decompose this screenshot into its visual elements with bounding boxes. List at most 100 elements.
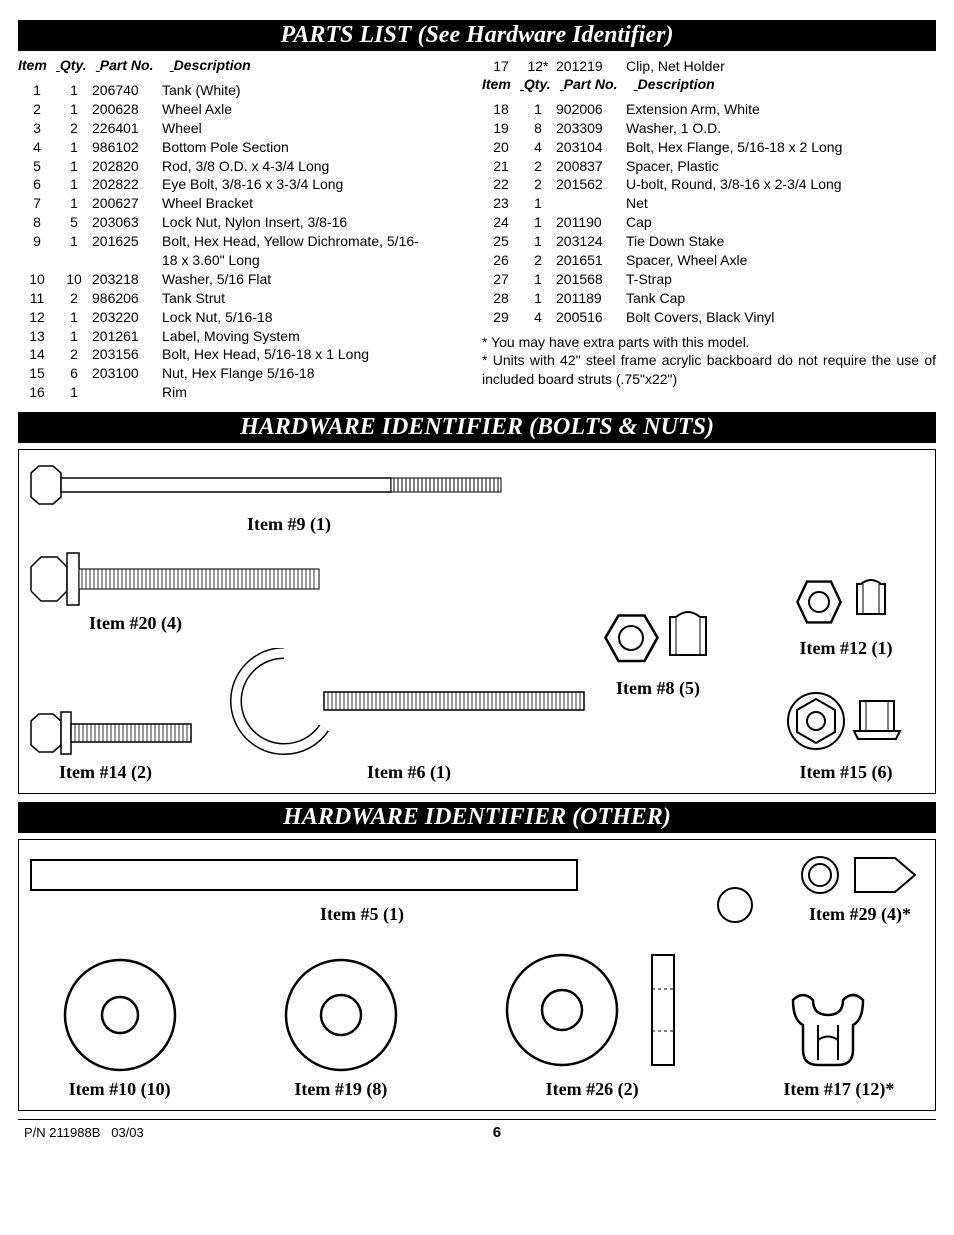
table-row: 271201568T-Strap — [482, 270, 936, 289]
cell-qty: 1 — [520, 213, 556, 232]
cell-qty: 2 — [520, 157, 556, 176]
cell-qty: 1 — [56, 138, 92, 157]
circle-icon — [715, 885, 775, 925]
cell-qty: 1 — [520, 100, 556, 119]
cell-qty: 1 — [520, 232, 556, 251]
table-row: 11206740Tank (White) — [18, 81, 472, 100]
table-row: 112986206Tank Strut — [18, 289, 472, 308]
cell-desc: Spacer, Wheel Axle — [626, 251, 747, 270]
hdr-part: Part No. — [564, 76, 634, 92]
table-row: 85203063Lock Nut, Nylon Insert, 3/8-16 — [18, 213, 472, 232]
cell-part: 201568 — [556, 270, 626, 289]
cell-desc: Tank (White) — [162, 81, 241, 100]
cell-desc: Cap — [626, 213, 652, 232]
washer-icon — [281, 955, 401, 1075]
cell-part: 226401 — [92, 119, 162, 138]
cell-item: 22 — [482, 175, 520, 194]
flange-bolt-icon — [29, 549, 329, 609]
hw-label: Item #8 (5) — [588, 678, 728, 699]
table-row: 1010203218Washer, 5/16 Flat — [18, 270, 472, 289]
hw-item-5: Item #5 (1) — [29, 850, 695, 925]
hw-label: Item #26 (2) — [502, 1079, 682, 1100]
cell-desc: Net — [626, 194, 648, 213]
table-row: 32226401Wheel — [18, 119, 472, 138]
parts-left-column: Item Qty. Part No. Description 11206740T… — [18, 57, 472, 402]
table-row: 91201625Bolt, Hex Head, Yellow Dichromat… — [18, 232, 472, 270]
cell-part: 201562 — [556, 175, 626, 194]
cell-desc: Spacer, Plastic — [626, 157, 719, 176]
cell-desc: Washer, 5/16 Flat — [162, 270, 271, 289]
cell-desc: Bolt, Hex Flange, 5/16-18 x 2 Long — [626, 138, 842, 157]
hdr-qty: Qty. — [524, 76, 560, 92]
table-row: 241201190Cap — [482, 213, 936, 232]
rod-icon — [29, 850, 579, 900]
cell-item: 25 — [482, 232, 520, 251]
hw-label: Item #15 (6) — [776, 762, 916, 783]
cell-qty: 1 — [56, 100, 92, 119]
spacer-icon — [502, 945, 682, 1075]
cell-qty: 2 — [56, 119, 92, 138]
lock-nut-icon — [588, 599, 728, 674]
page-number: 6 — [64, 1124, 930, 1141]
cell-desc: Bolt Covers, Black Vinyl — [626, 308, 774, 327]
cell-qty: 1 — [56, 232, 92, 251]
cell-qty: 4 — [520, 138, 556, 157]
cell-qty: 1 — [56, 308, 92, 327]
cell-qty: 1 — [520, 194, 556, 213]
hw-label: Item #20 (4) — [89, 613, 549, 634]
cell-qty: 1 — [56, 157, 92, 176]
bolt-cover-icon — [795, 850, 925, 900]
hw-label: Item #10 (10) — [60, 1079, 180, 1100]
cell-part: 203156 — [92, 345, 162, 364]
cell-item: 20 — [482, 138, 520, 157]
hdr-part: Part No. — [100, 57, 170, 73]
cell-item: 14 — [18, 345, 56, 364]
cell-desc: Tank Strut — [162, 289, 225, 308]
hw-item-20: Item #20 (4) — [29, 549, 549, 634]
hw-item-9: Item #9 (1) — [29, 460, 549, 535]
hw-item-6: Item #6 (1) — [229, 648, 589, 783]
hw-label: Item #12 (1) — [781, 638, 911, 659]
hw-other-box: Item #5 (1) Item #29 (4)* — [18, 839, 936, 1111]
hw-item-12: Item #12 (1) — [781, 564, 911, 659]
column-header-right: Item Qty. Part No. Description — [482, 76, 936, 92]
parts-right-column: 1712*201219Clip, Net Holder Item Qty. Pa… — [482, 57, 936, 402]
cell-desc: Tank Cap — [626, 289, 685, 308]
cell-item: 15 — [18, 364, 56, 383]
table-row: 21200628Wheel Axle — [18, 100, 472, 119]
cell-qty: 2 — [520, 175, 556, 194]
cell-qty: 2 — [56, 345, 92, 364]
cell-part: 986102 — [92, 138, 162, 157]
cell-desc: T-Strap — [626, 270, 672, 289]
table-row: 251203124Tie Down Stake — [482, 232, 936, 251]
cell-desc: Bottom Pole Section — [162, 138, 289, 157]
hw-item-8: Item #8 (5) — [588, 599, 728, 699]
cell-desc: Wheel Axle — [162, 100, 232, 119]
cell-part: 203220 — [92, 308, 162, 327]
hw-label: Item #9 (1) — [29, 514, 549, 535]
note-2: * Units with 42" steel frame acrylic bac… — [482, 351, 936, 389]
cell-qty: 1 — [56, 327, 92, 346]
table-row: 71200627Wheel Bracket — [18, 194, 472, 213]
cell-item: 1 — [18, 81, 56, 100]
cell-qty: 2 — [56, 289, 92, 308]
cell-desc: Wheel — [162, 119, 202, 138]
hdr-item: Item — [18, 57, 56, 73]
table-row: 142203156Bolt, Hex Head, 5/16-18 x 1 Lon… — [18, 345, 472, 364]
cell-item: 28 — [482, 289, 520, 308]
cell-qty: 8 — [520, 119, 556, 138]
cell-qty: 5 — [56, 213, 92, 232]
cell-qty: 1 — [56, 383, 92, 402]
cell-desc: Lock Nut, Nylon Insert, 3/8-16 — [162, 213, 347, 232]
cell-part: 200627 — [92, 194, 162, 213]
cell-desc: Rim — [162, 383, 187, 402]
cell-item: 21 — [482, 157, 520, 176]
cell-part: 986206 — [92, 289, 162, 308]
cell-part: 200837 — [556, 157, 626, 176]
note-1: * You may have extra parts with this mod… — [482, 333, 936, 352]
hdr-qty: Qty. — [60, 57, 96, 73]
cell-part: 203309 — [556, 119, 626, 138]
cell-item: 19 — [482, 119, 520, 138]
hw-item-26: Item #26 (2) — [502, 945, 682, 1100]
cell-qty: 1 — [520, 270, 556, 289]
